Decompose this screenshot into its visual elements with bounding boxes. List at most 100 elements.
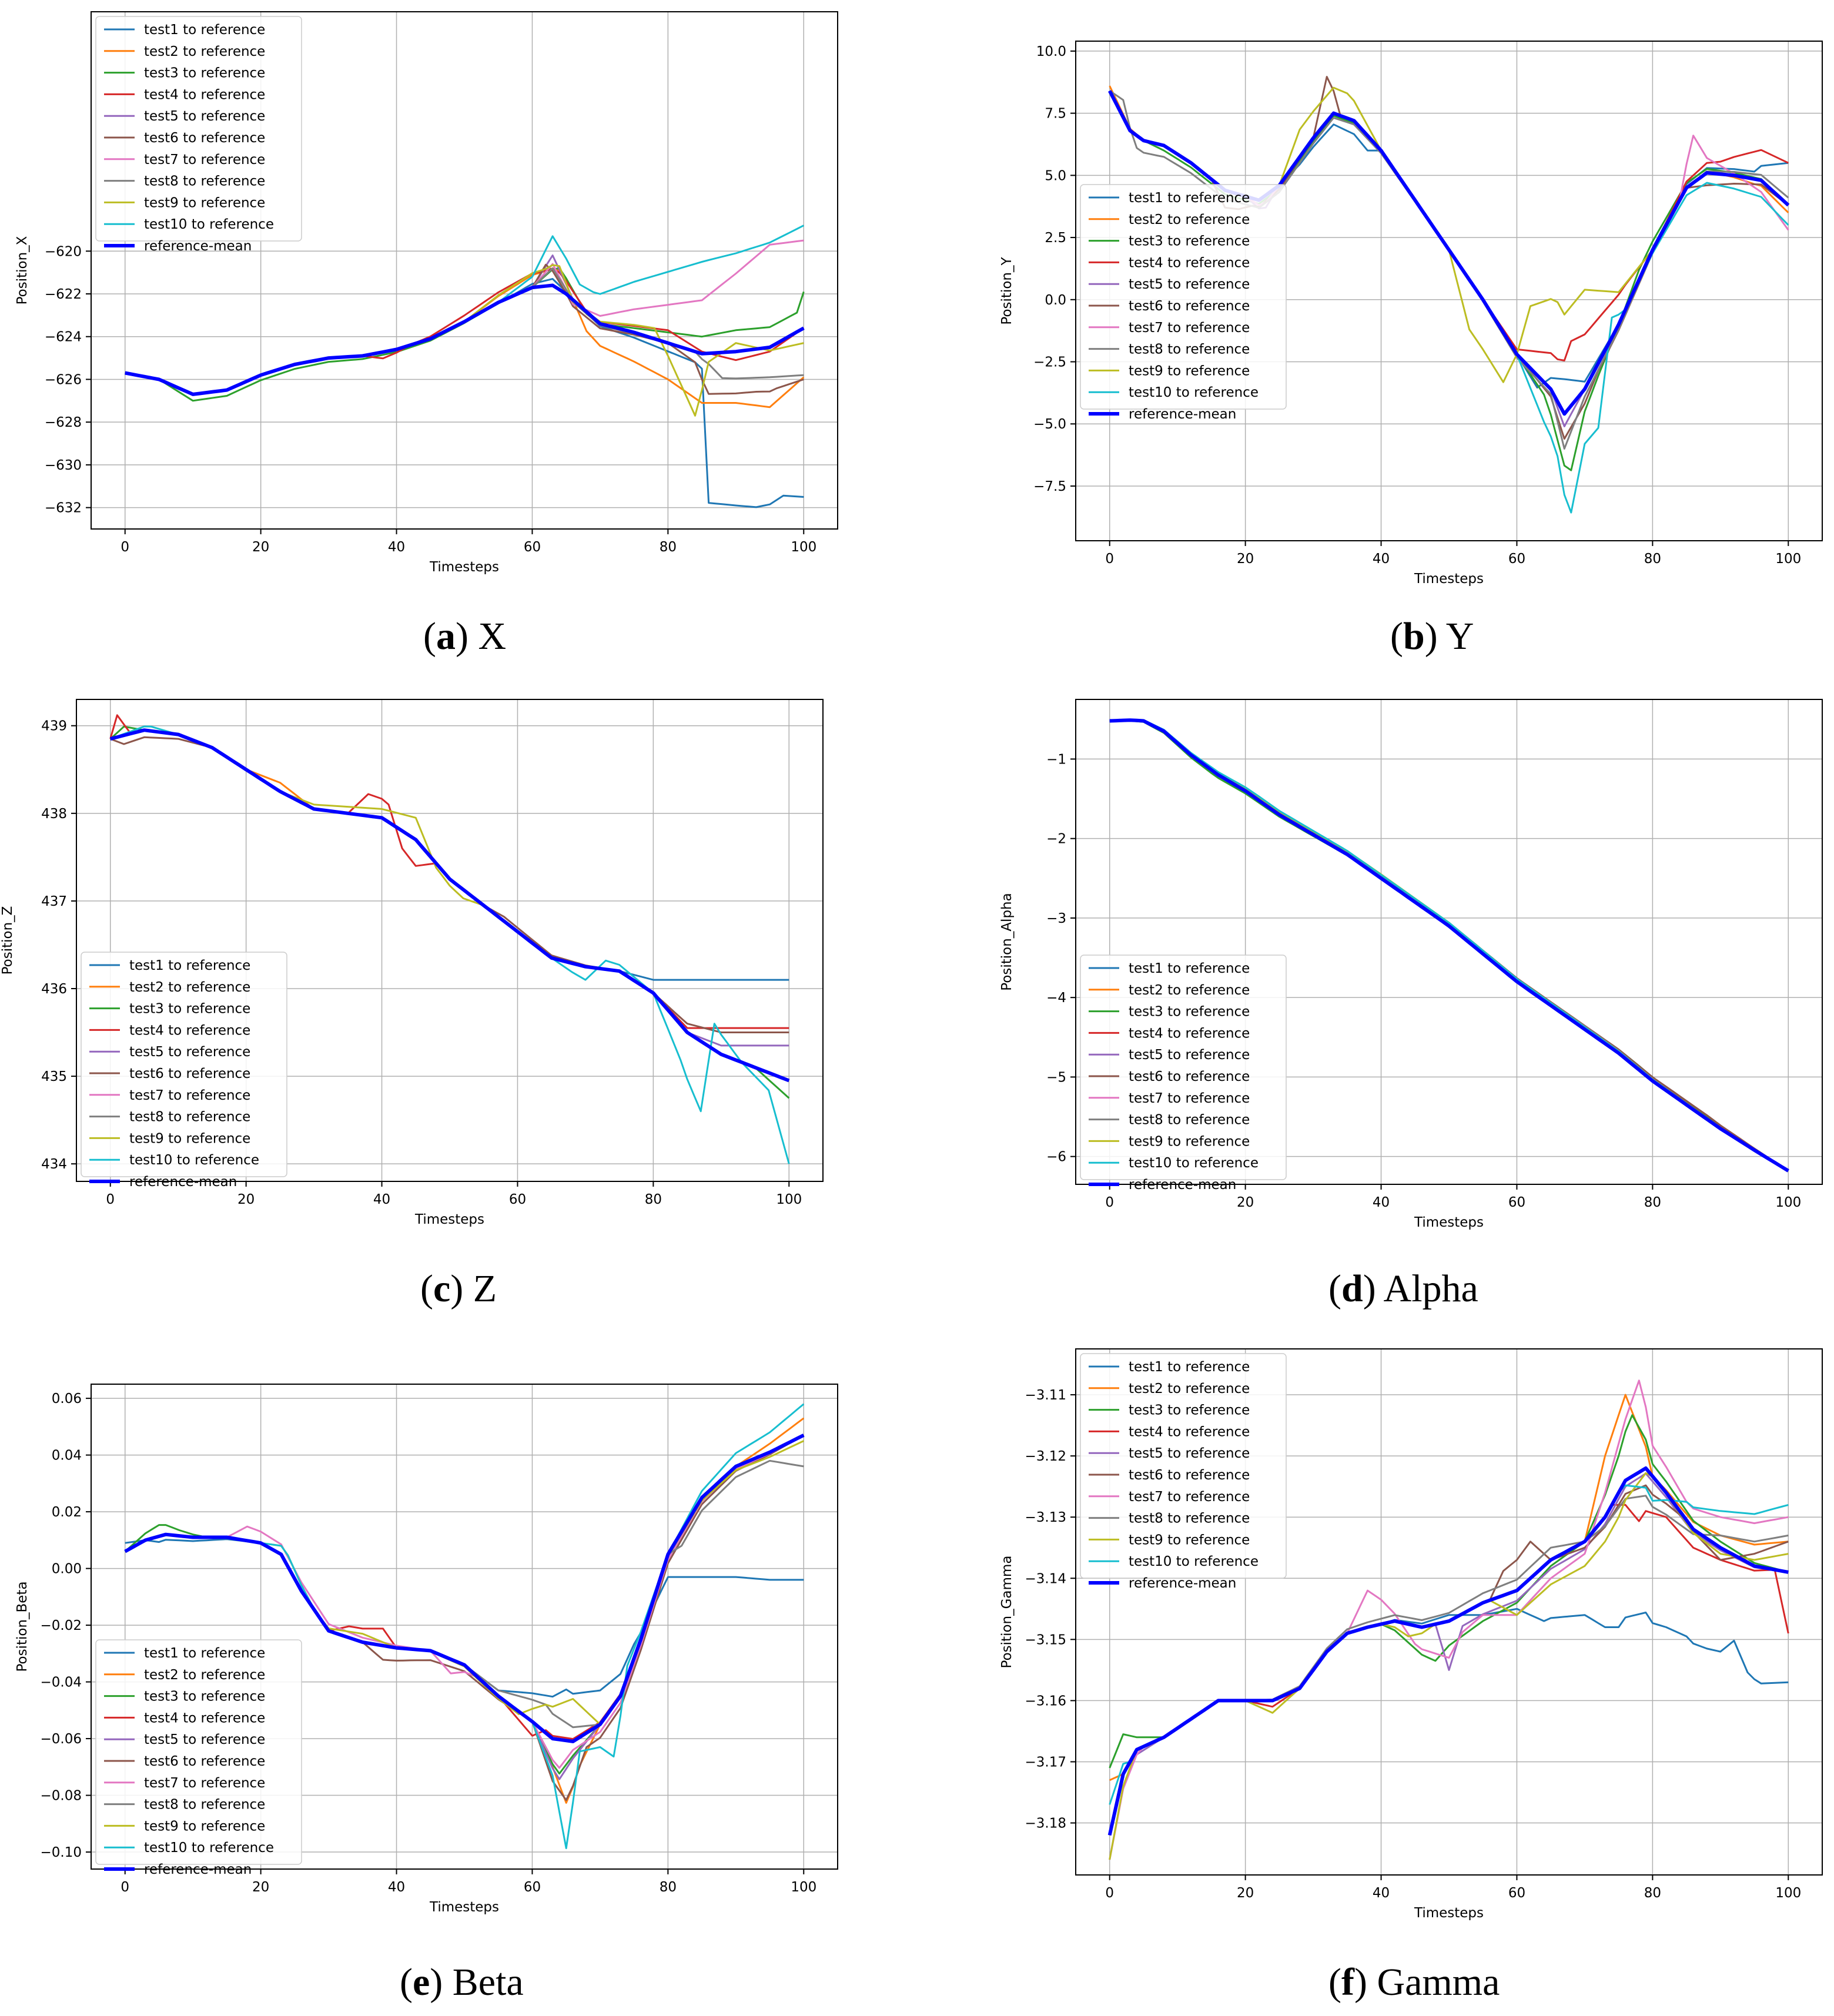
- caption-letter: a: [436, 615, 456, 658]
- x-tick-label: 0: [1105, 551, 1114, 567]
- y-tick-label: −6: [1046, 1150, 1066, 1165]
- y-tick-label: −3.12: [1025, 1449, 1066, 1464]
- x-axis-label: Timesteps: [1414, 571, 1484, 587]
- x-tick-label: 60: [1508, 1195, 1525, 1210]
- legend-label: test5 to reference: [129, 1044, 250, 1060]
- y-tick-label: −2: [1046, 832, 1066, 847]
- y-axis-label: Position_Y: [999, 257, 1015, 325]
- legend-label: test1 to reference: [1129, 190, 1250, 206]
- x-tick-label: 100: [1775, 1886, 1801, 1901]
- caption-b: (b) Y: [1390, 615, 1474, 658]
- y-tick-label: −630: [45, 458, 82, 473]
- y-tick-label: −626: [45, 372, 82, 387]
- x-tick-label: 100: [791, 540, 816, 555]
- legend-label: test8 to reference: [144, 1797, 265, 1813]
- legend-label: test3 to reference: [1129, 1403, 1250, 1418]
- legend-label: test4 to reference: [1129, 255, 1250, 270]
- legend: test1 to reference test2 to reference test…: [1080, 184, 1287, 422]
- x-tick-label: 20: [237, 1192, 255, 1207]
- legend-label: test9 to reference: [144, 195, 265, 210]
- caption-letter: e: [412, 1961, 430, 2004]
- legend-label: test3 to reference: [129, 1002, 250, 1017]
- legend-box: [1080, 184, 1287, 410]
- caption-e: (e) Beta: [400, 1961, 524, 2004]
- legend-label: test3 to reference: [1129, 234, 1250, 249]
- x-tick-label: 100: [1775, 551, 1801, 567]
- legend-label: test1 to reference: [144, 1646, 265, 1661]
- legend: test1 to reference test2 to reference test…: [81, 952, 287, 1190]
- y-tick-label: −3.14: [1025, 1571, 1066, 1586]
- x-tick-label: 100: [791, 1880, 816, 1895]
- axes-frame: [1075, 1348, 1823, 1876]
- y-tick-label: −3.16: [1025, 1693, 1066, 1709]
- y-tick-label: −0.06: [41, 1732, 82, 1747]
- caption-f: (f) Gamma: [1328, 1961, 1500, 2004]
- legend-label: test9 to reference: [1129, 363, 1250, 379]
- legend-label: test7 to reference: [1129, 320, 1250, 336]
- legend-label: test6 to reference: [144, 130, 265, 146]
- legend-label: test7 to reference: [1129, 1489, 1250, 1505]
- legend: test1 to reference test2 to reference test…: [1080, 1353, 1287, 1591]
- x-tick-label: 40: [1373, 1195, 1390, 1210]
- y-tick-label: −1: [1046, 752, 1066, 767]
- y-tick-label: 0.00: [52, 1562, 82, 1577]
- y-tick-label: 2.5: [1045, 230, 1066, 246]
- y-tick-label: 0.02: [52, 1505, 82, 1520]
- x-axis-label: Timesteps: [1414, 1215, 1484, 1230]
- y-tick-label: −3.17: [1025, 1754, 1066, 1770]
- y-tick-label: 436: [41, 982, 67, 997]
- legend-label: test4 to reference: [129, 1023, 250, 1038]
- legend-label: test9 to reference: [144, 1819, 265, 1834]
- x-tick-label: 40: [388, 1880, 405, 1895]
- legend-label: test10 to reference: [129, 1153, 259, 1168]
- y-axis-label: Position_X: [15, 236, 30, 304]
- caption-text: Gamma: [1377, 1961, 1500, 2004]
- axes-frame: [91, 11, 838, 530]
- y-tick-label: −3.11: [1025, 1388, 1066, 1403]
- y-tick-label: −3.15: [1025, 1632, 1066, 1647]
- y-tick-label: 439: [41, 719, 67, 734]
- caption-text: Y: [1445, 615, 1474, 658]
- y-axis-label: Position_Alpha: [999, 893, 1015, 990]
- legend-label: test9 to reference: [1129, 1134, 1250, 1149]
- legend-label: test6 to reference: [1129, 299, 1250, 314]
- y-tick-label: 7.5: [1045, 106, 1066, 122]
- y-tick-label: −3: [1046, 911, 1066, 926]
- legend-label: test10 to reference: [144, 1840, 274, 1856]
- x-axis-label: Timesteps: [1414, 1906, 1484, 1921]
- legend-label: test2 to reference: [129, 980, 250, 995]
- legend-label: test2 to reference: [144, 1667, 265, 1683]
- legend-label: test1 to reference: [1129, 1359, 1250, 1375]
- caption-c: (c) Z: [420, 1267, 497, 1310]
- legend-label: test7 to reference: [144, 1776, 265, 1791]
- legend-label: test8 to reference: [144, 174, 265, 189]
- y-tick-label: −624: [45, 330, 82, 345]
- legend-label: test3 to reference: [1129, 1004, 1250, 1020]
- x-tick-label: 20: [1237, 1886, 1254, 1901]
- legend-label: test4 to reference: [144, 1710, 265, 1726]
- x-tick-label: 0: [1105, 1886, 1114, 1901]
- x-tick-label: 40: [1373, 551, 1390, 567]
- x-tick-label: 20: [1237, 1195, 1254, 1210]
- legend-label: test5 to reference: [1129, 1047, 1250, 1063]
- y-tick-label: −7.5: [1033, 479, 1066, 494]
- axes-frame: [1075, 699, 1823, 1185]
- legend-label: test4 to reference: [144, 87, 265, 102]
- legend: test1 to reference test2 to reference test…: [95, 16, 302, 254]
- y-tick-label: 434: [41, 1157, 67, 1172]
- y-tick-label: 435: [41, 1069, 67, 1084]
- x-axis-label: Timesteps: [414, 1212, 484, 1227]
- legend-label: reference-mean: [1129, 407, 1236, 422]
- legend-label: test4 to reference: [1129, 1026, 1250, 1041]
- y-tick-label: −0.10: [41, 1845, 82, 1860]
- x-tick-label: 40: [373, 1192, 390, 1207]
- legend-label: test6 to reference: [1129, 1069, 1250, 1084]
- legend-label: test5 to reference: [144, 1732, 265, 1747]
- x-tick-label: 60: [524, 1880, 541, 1895]
- x-tick-label: 60: [509, 1192, 526, 1207]
- x-tick-label: 40: [388, 540, 405, 555]
